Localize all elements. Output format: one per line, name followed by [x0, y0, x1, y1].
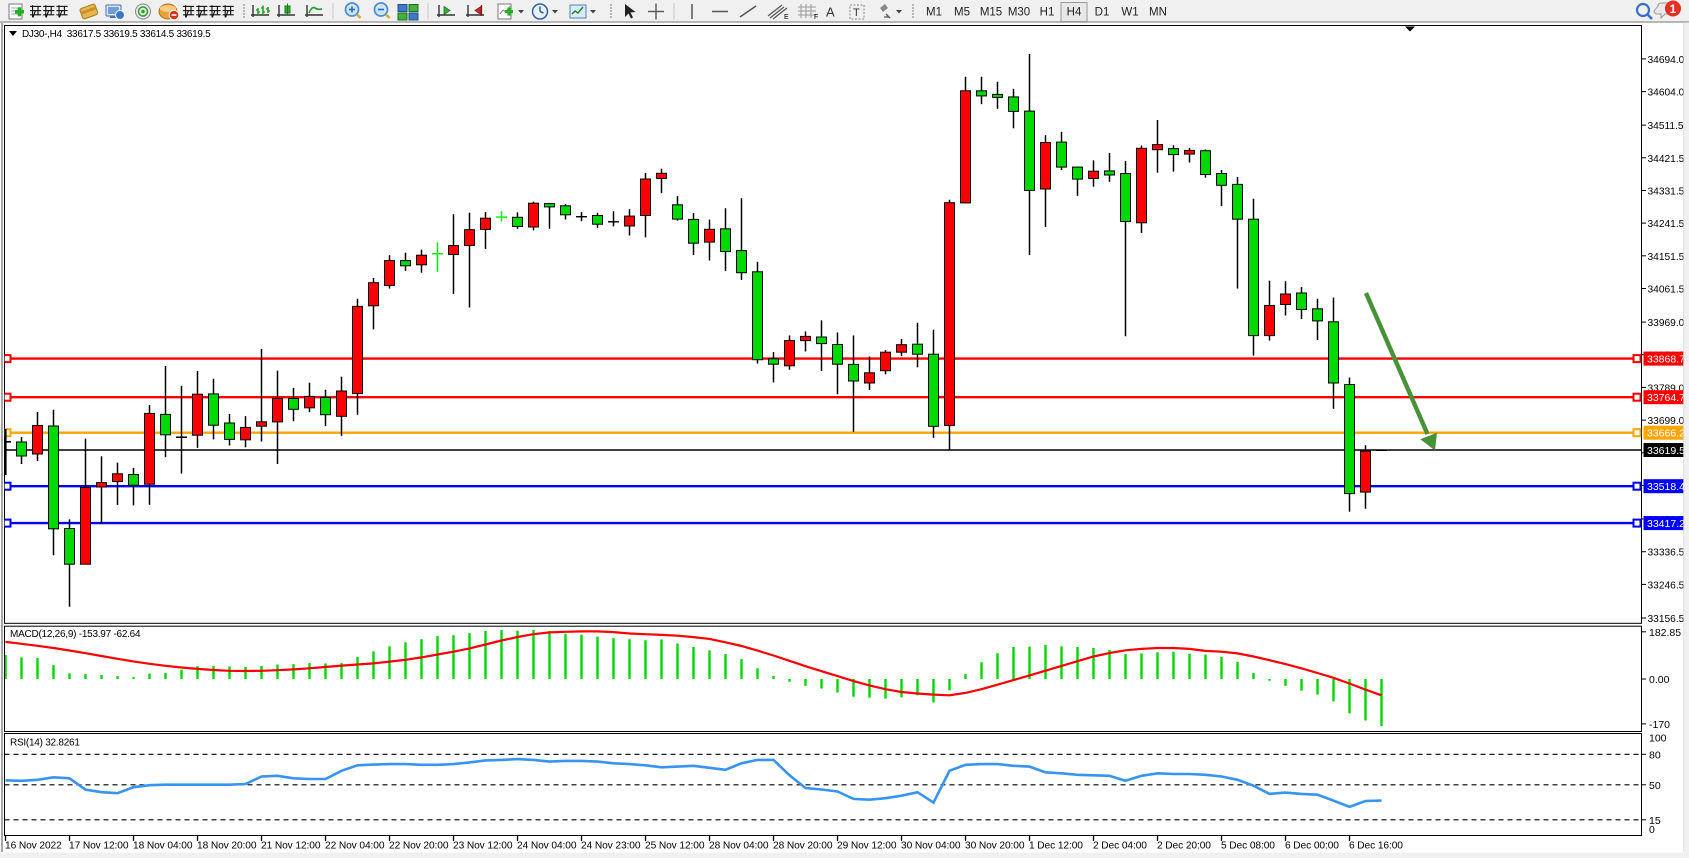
svg-text:16 Nov 2022: 16 Nov 2022 [5, 841, 62, 852]
svg-text:34241.5: 34241.5 [1648, 219, 1685, 230]
svg-text:17 Nov 12:00: 17 Nov 12:00 [69, 841, 129, 852]
svg-text:33246.5: 33246.5 [1648, 580, 1685, 591]
svg-text:5 Dec 08:00: 5 Dec 08:00 [1221, 841, 1275, 852]
svg-text:15: 15 [1649, 815, 1661, 827]
svg-text:34511.5: 34511.5 [1648, 121, 1684, 132]
svg-text:33699.0: 33699.0 [1648, 416, 1685, 427]
svg-text:33518.4: 33518.4 [1647, 481, 1685, 493]
svg-text:34331.5: 34331.5 [1648, 187, 1685, 198]
svg-text:T: T [853, 7, 860, 19]
svg-text:30 Nov 04:00: 30 Nov 04:00 [901, 841, 961, 852]
svg-text:A: A [826, 5, 835, 20]
svg-text:34694.0: 34694.0 [1648, 55, 1685, 66]
svg-text:0: 0 [1649, 824, 1655, 836]
svg-text:W1: W1 [1121, 7, 1138, 19]
svg-text:18 Nov 04:00: 18 Nov 04:00 [133, 841, 193, 852]
svg-text:DJ30-,H4 33617.5 33619.5 3361: DJ30-,H4 33617.5 33619.5 33614.5 33619.5 [22, 29, 211, 40]
svg-text:100: 100 [1649, 733, 1667, 745]
svg-text:1 Dec 12:00: 1 Dec 12:00 [1029, 841, 1083, 852]
svg-text:22 Nov 04:00: 22 Nov 04:00 [325, 841, 385, 852]
svg-text:M1: M1 [926, 7, 942, 19]
svg-text:28 Nov 20:00: 28 Nov 20:00 [773, 841, 833, 852]
svg-text:22 Nov 20:00: 22 Nov 20:00 [389, 841, 449, 852]
svg-text:24 Nov 23:00: 24 Nov 23:00 [581, 841, 641, 852]
svg-text:33969.0: 33969.0 [1648, 318, 1685, 329]
svg-text:24 Nov 04:00: 24 Nov 04:00 [517, 841, 577, 852]
svg-text:M30: M30 [1008, 7, 1030, 19]
svg-text:6 Dec 00:00: 6 Dec 00:00 [1285, 841, 1339, 852]
svg-text:30 Nov 20:00: 30 Nov 20:00 [965, 841, 1025, 852]
svg-text:33619.5: 33619.5 [1647, 445, 1685, 457]
svg-text:25 Nov 12:00: 25 Nov 12:00 [645, 841, 705, 852]
svg-text:33868.7: 33868.7 [1647, 354, 1685, 366]
svg-text:18 Nov 20:00: 18 Nov 20:00 [197, 841, 257, 852]
svg-text:6 Dec 16:00: 6 Dec 16:00 [1349, 841, 1403, 852]
svg-text:M5: M5 [954, 7, 970, 19]
svg-text:80: 80 [1649, 749, 1661, 761]
svg-text:182.85: 182.85 [1649, 627, 1681, 639]
svg-text:MN: MN [1149, 7, 1167, 19]
svg-text:M15: M15 [980, 7, 1002, 19]
svg-text:33336.5: 33336.5 [1648, 548, 1685, 559]
svg-text:-170: -170 [1649, 719, 1670, 731]
svg-text:1: 1 [1670, 2, 1677, 16]
svg-text:H1: H1 [1040, 7, 1055, 19]
svg-text:0.00: 0.00 [1649, 674, 1670, 686]
svg-text:D1: D1 [1095, 7, 1110, 19]
svg-text:34061.5: 34061.5 [1648, 285, 1685, 296]
svg-text:29 Nov 12:00: 29 Nov 12:00 [837, 841, 897, 852]
svg-text:23 Nov 12:00: 23 Nov 12:00 [453, 841, 513, 852]
svg-text:34421.5: 34421.5 [1648, 154, 1685, 165]
svg-text:MACD(12,26,9) -153.97 -62.64: MACD(12,26,9) -153.97 -62.64 [10, 629, 141, 640]
svg-text:RSI(14) 32.8261: RSI(14) 32.8261 [10, 738, 80, 749]
svg-text:34604.0: 34604.0 [1648, 88, 1685, 99]
svg-text:2 Dec 04:00: 2 Dec 04:00 [1093, 841, 1147, 852]
svg-text:33764.7: 33764.7 [1647, 392, 1685, 404]
svg-text:H4: H4 [1067, 7, 1082, 19]
svg-text:28 Nov 04:00: 28 Nov 04:00 [709, 841, 769, 852]
svg-text:50: 50 [1649, 780, 1661, 792]
svg-text:34151.5: 34151.5 [1648, 252, 1685, 263]
svg-text:E: E [784, 14, 789, 21]
svg-text:21 Nov 12:00: 21 Nov 12:00 [261, 841, 321, 852]
svg-text:2 Dec 20:00: 2 Dec 20:00 [1157, 841, 1211, 852]
svg-text:F: F [814, 14, 818, 21]
svg-text:33156.5: 33156.5 [1648, 614, 1685, 625]
svg-text:33417.2: 33417.2 [1647, 518, 1685, 530]
svg-text:33666.2: 33666.2 [1647, 428, 1685, 440]
svg-text:33789.0: 33789.0 [1648, 383, 1685, 394]
